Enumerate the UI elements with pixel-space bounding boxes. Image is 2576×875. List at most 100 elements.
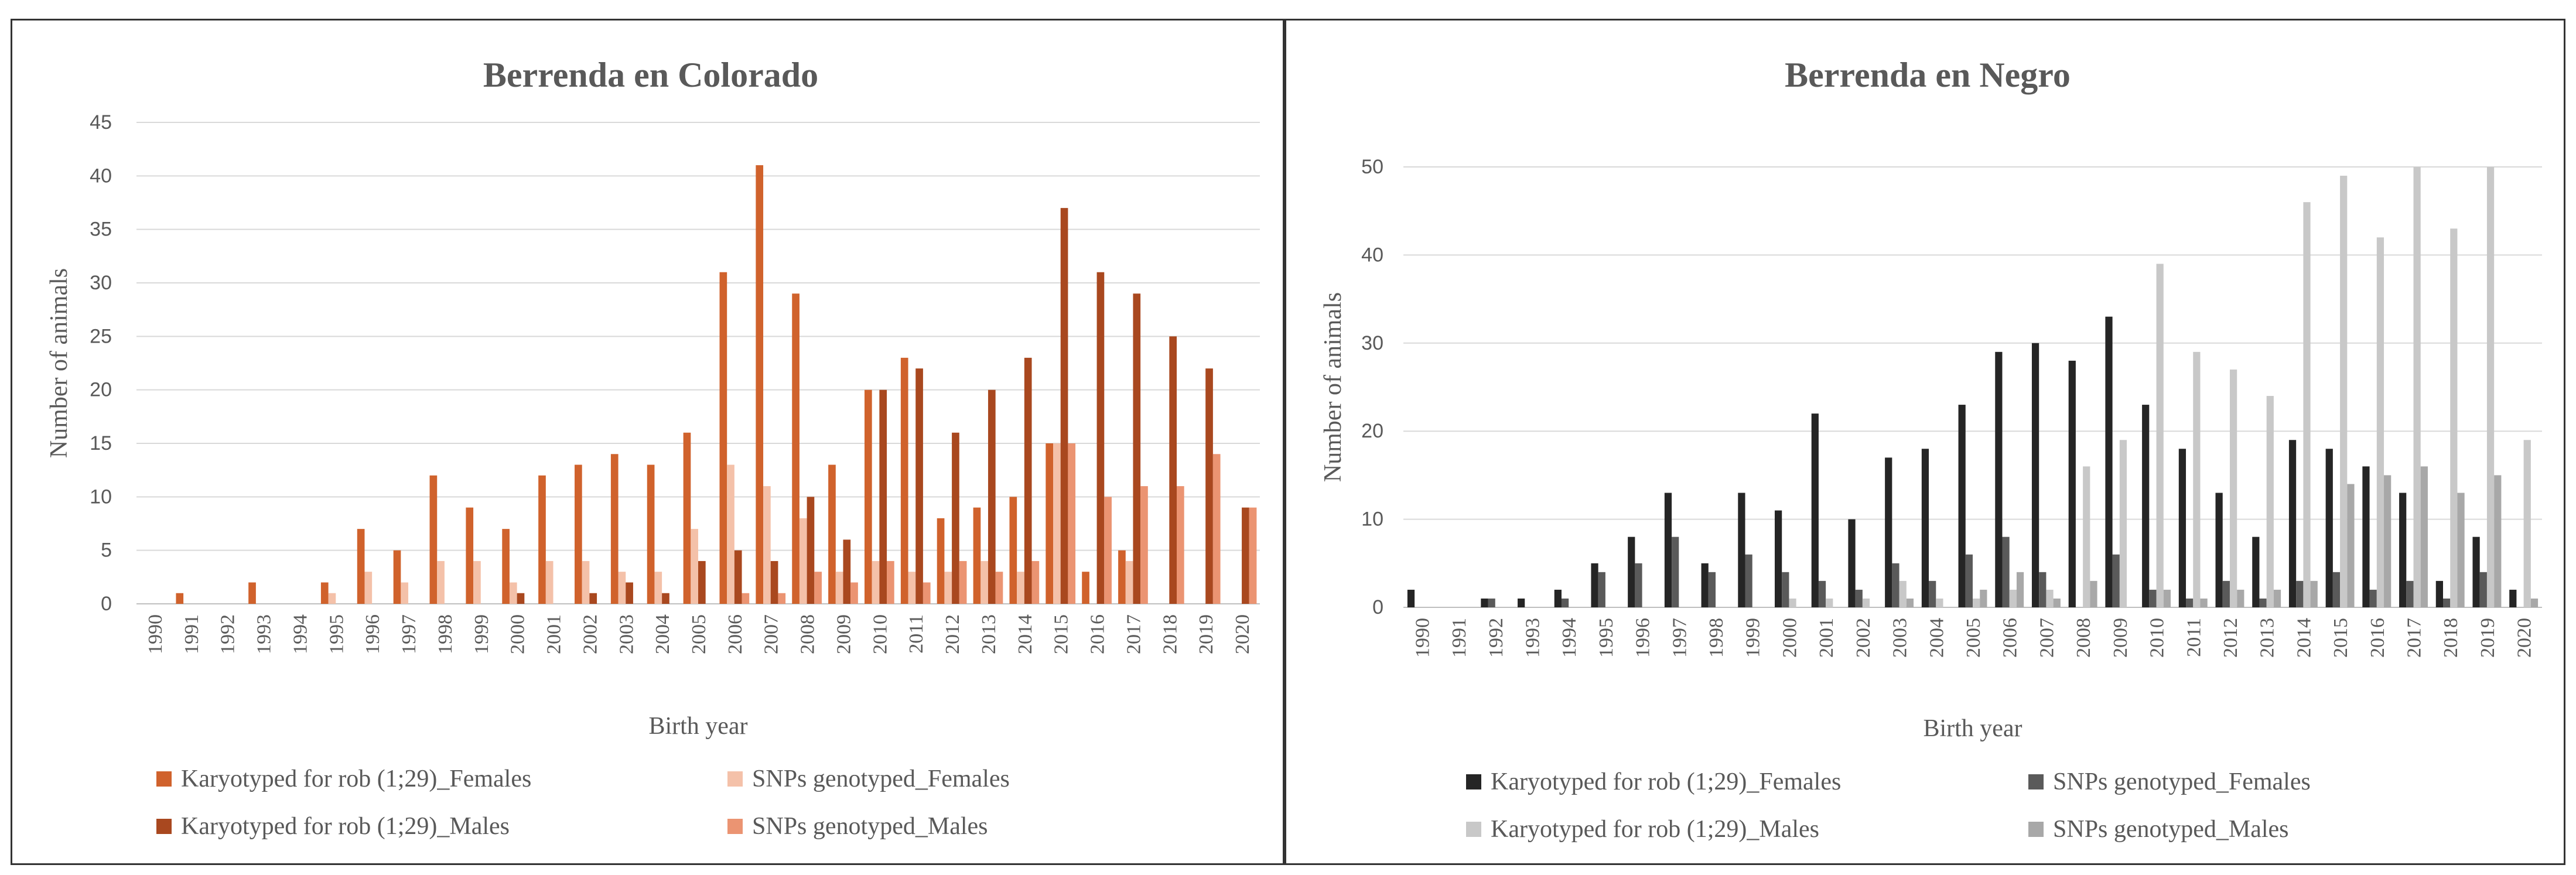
c0-bar-3-2011 [923, 582, 931, 604]
c0-y-tick-label: 10 [90, 486, 112, 508]
c1-legend-label-2: Karyotyped for rob (1;29)_Males [1491, 816, 1819, 843]
c1-y-tick-label: 20 [1361, 420, 1383, 442]
c0-x-tick-label: 1999 [471, 614, 493, 654]
c0-x-tick-label: 1990 [145, 614, 166, 654]
c1-x-axis-title: Birth year [1923, 715, 2022, 742]
c1-x-tick-label: 2018 [2440, 618, 2462, 658]
c0-bar-0-2000 [502, 529, 510, 604]
c1-bar-1-2015 [2332, 572, 2341, 607]
c0-bar-0-2002 [575, 464, 582, 604]
c0-bar-0-2007 [756, 165, 764, 604]
c1-bar-3-2005 [1980, 589, 1987, 607]
c0-bar-1-2003 [618, 572, 626, 604]
c0-bar-0-2008 [792, 293, 800, 604]
c1-bar-1-1998 [1708, 572, 1716, 607]
c0-x-tick-label: 2007 [761, 614, 783, 654]
c0-bar-2-2014 [1024, 357, 1032, 604]
c1-bar-1-1999 [1745, 554, 1752, 607]
c0-bar-0-1991 [176, 593, 184, 604]
c0-bar-2-2008 [807, 497, 815, 604]
c1-bar-0-2008 [2068, 360, 2076, 607]
c0-x-tick-label: 2009 [833, 614, 855, 654]
c1-x-tick-label: 2014 [2293, 618, 2315, 658]
c1-bar-0-2004 [1921, 449, 1929, 607]
c1-bar-1-2018 [2442, 598, 2451, 607]
c0-bar-2-2018 [1169, 336, 1177, 604]
c1-bar-3-2008 [2090, 580, 2097, 607]
c0-bar-0-1999 [466, 507, 474, 604]
c1-y-axis-title: Number of animals [1320, 292, 1347, 482]
c1-bar-0-2002 [1848, 519, 1856, 607]
c1-bar-0-2009 [2105, 316, 2113, 607]
c0-y-tick-label: 0 [101, 593, 112, 615]
c0-x-tick-label: 2016 [1087, 614, 1109, 654]
c1-bar-1-1995 [1598, 572, 1605, 607]
c1-x-tick-label: 2004 [1926, 618, 1948, 658]
c0-bar-1-2012 [944, 572, 952, 604]
c1-bar-0-2007 [2031, 343, 2039, 607]
c0-bar-0-1997 [393, 550, 401, 604]
c0-bar-0-2014 [1009, 497, 1017, 604]
c1-bar-2-2013 [2266, 396, 2274, 607]
c0-bar-0-2017 [1118, 550, 1126, 604]
c1-bar-2-2016 [2376, 237, 2384, 607]
c0-bar-2-2004 [662, 593, 669, 604]
c1-x-tick-label: 2007 [2036, 618, 2058, 658]
c1-bar-0-2013 [2252, 536, 2260, 607]
c1-bar-1-2010 [2149, 589, 2157, 607]
c0-bar-0-2016 [1082, 572, 1089, 604]
c0-bar-0-2012 [937, 518, 945, 604]
c1-bar-2-2018 [2450, 228, 2458, 607]
c0-bar-1-1998 [437, 560, 445, 604]
c1-bar-3-2003 [1906, 598, 1914, 607]
c0-bar-1-2004 [654, 572, 662, 604]
c1-bar-2-2001 [1826, 598, 1833, 607]
c1-bar-3-2012 [2237, 589, 2244, 607]
c0-bar-0-2006 [719, 272, 727, 604]
c0-x-tick-label: 1995 [326, 614, 347, 654]
c0-bar-3-2006 [742, 593, 750, 604]
c0-bar-1-2000 [509, 582, 517, 604]
c1-bar-0-2012 [2215, 493, 2223, 607]
c1-bar-0-1994 [1554, 589, 1562, 607]
c1-bar-1-2000 [1782, 572, 1789, 607]
c0-bar-1-2008 [799, 518, 807, 604]
c0-bar-1-1997 [401, 582, 409, 604]
c0-bar-0-1995 [320, 582, 329, 604]
c0-bar-3-2009 [850, 582, 858, 604]
c0-x-tick-label: 2001 [544, 614, 565, 654]
c0-bar-2-2019 [1205, 368, 1213, 604]
c0-bar-3-2008 [814, 572, 822, 604]
c1-bar-3-2016 [2384, 475, 2391, 607]
c1-legend-label-3: SNPs genotyped_Males [2053, 816, 2289, 843]
c1-bar-2-2017 [2413, 167, 2421, 607]
c0-x-tick-label: 2005 [688, 614, 710, 654]
c0-bar-0-1996 [357, 529, 365, 604]
c1-x-tick-label: 1993 [1522, 618, 1543, 658]
c1-x-tick-label: 2011 [2183, 618, 2205, 657]
c1-bar-0-2005 [1958, 405, 1966, 607]
c1-bar-2-2005 [1973, 598, 1980, 607]
c1-legend-label-0: Karyotyped for rob (1;29)_Females [1491, 768, 1841, 795]
c1-bar-1-1996 [1635, 563, 1642, 607]
c1-x-tick-label: 2017 [2404, 618, 2425, 658]
chart-panel-colorado: Berrenda en Colorado 0 5 10 15 20 25 30 35 40 45 19… [11, 19, 1284, 865]
c0-bar-2-2010 [879, 389, 887, 604]
c0-x-tick-label: 2008 [797, 614, 819, 654]
c1-bar-0-2000 [1774, 510, 1782, 607]
c0-bar-1-2006 [727, 464, 734, 604]
c1-bar-2-2011 [2193, 351, 2201, 607]
c1-bar-0-2015 [2325, 449, 2333, 607]
chart-negro-svg: Berrenda en Negro 0 10 20 30 40 50 1990 1991 1992… [1320, 56, 2542, 843]
c1-x-tick-label: 1994 [1559, 618, 1580, 658]
c0-bar-0-2010 [864, 389, 872, 604]
c1-bar-2-2002 [1862, 598, 1870, 607]
c1-bar-0-1999 [1738, 493, 1745, 607]
c1-bar-0-2018 [2435, 580, 2443, 607]
c1-bar-1-1994 [1561, 598, 1569, 607]
c0-bar-2-2009 [843, 539, 851, 604]
c1-bar-2-2006 [2009, 589, 2017, 607]
chart-panel-negro: Berrenda en Negro 0 10 20 30 40 50 1990 1991 1992… [1284, 19, 2565, 865]
c1-bar-3-2013 [2273, 589, 2281, 607]
c1-bar-1-2016 [2369, 589, 2377, 607]
